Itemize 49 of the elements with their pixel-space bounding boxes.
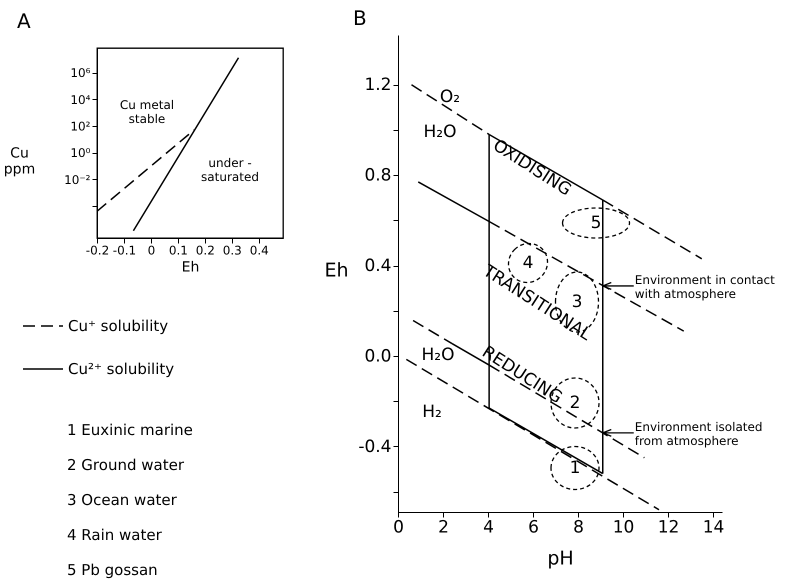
x-tick-label: 0 [148,244,156,258]
y-tick-label: 10⁻² [64,172,91,187]
annotation: 2 [570,393,580,413]
y-tick-label: -0.4 [358,436,392,457]
legend-label: Cu⁺ solubility [68,317,168,335]
y-tick-label: 0.8 [364,166,392,186]
annotation: Environment in contact with atmosphere [634,272,776,301]
x-tick-label: 0.3 [222,244,242,258]
annotation: H₂ [422,402,442,422]
x-tick-label: 0.1 [168,244,188,258]
x-tick-label: 12 [658,518,680,538]
text: 4 Rain water [67,526,163,544]
annotation: O₂ [440,87,460,107]
annotation: H₂O [422,345,454,365]
x-tick-label: 0.2 [196,244,215,258]
chart-title: B [353,6,367,30]
annotation: 5 [590,213,602,233]
y-tick-label: 10⁶ [70,66,91,80]
chart-title: A [17,9,31,33]
x-tick-label: 0 [393,518,404,538]
x-tick-label: -0.2 [86,244,110,258]
x-tick-label: 14 [702,518,724,538]
text: 1 Euxinic marine [67,421,193,439]
text: 2 Ground water [67,456,185,474]
annotation: 1 [570,458,580,478]
y-tick-label: 0.4 [364,256,392,276]
y-tick-label: 10⁴ [70,92,91,107]
x-tick-label: 10 [612,518,634,538]
x-axis-title: Eh [182,260,200,276]
x-tick-label: 2 [438,518,449,538]
x-tick-label: -0.1 [112,244,136,258]
y-axis-title: Eh [324,260,349,282]
annotation: under - saturated [201,156,259,184]
legend-label: Cu²⁺ solubility [68,360,174,378]
text: 3 Ocean water [67,491,178,509]
y-tick-label: 10⁰ [70,146,91,160]
y-tick-label: 10² [70,119,91,134]
x-tick-label: 4 [483,518,494,538]
x-tick-label: 0.4 [250,244,269,258]
annotation: Cu metal stable [120,98,174,126]
annotation: Environment isolated from atmosphere [634,420,763,448]
x-tick-label: 6 [528,518,539,538]
y-axis-title: Cu ppm [4,146,36,178]
y-tick-label: 1.2 [364,75,392,96]
x-tick-label: 8 [573,518,584,538]
x-axis-title: pH [547,548,574,570]
y-tick-label: 0.0 [364,346,392,367]
text: 5 Pb gossan [67,561,158,579]
annotation: H₂O [424,122,456,142]
